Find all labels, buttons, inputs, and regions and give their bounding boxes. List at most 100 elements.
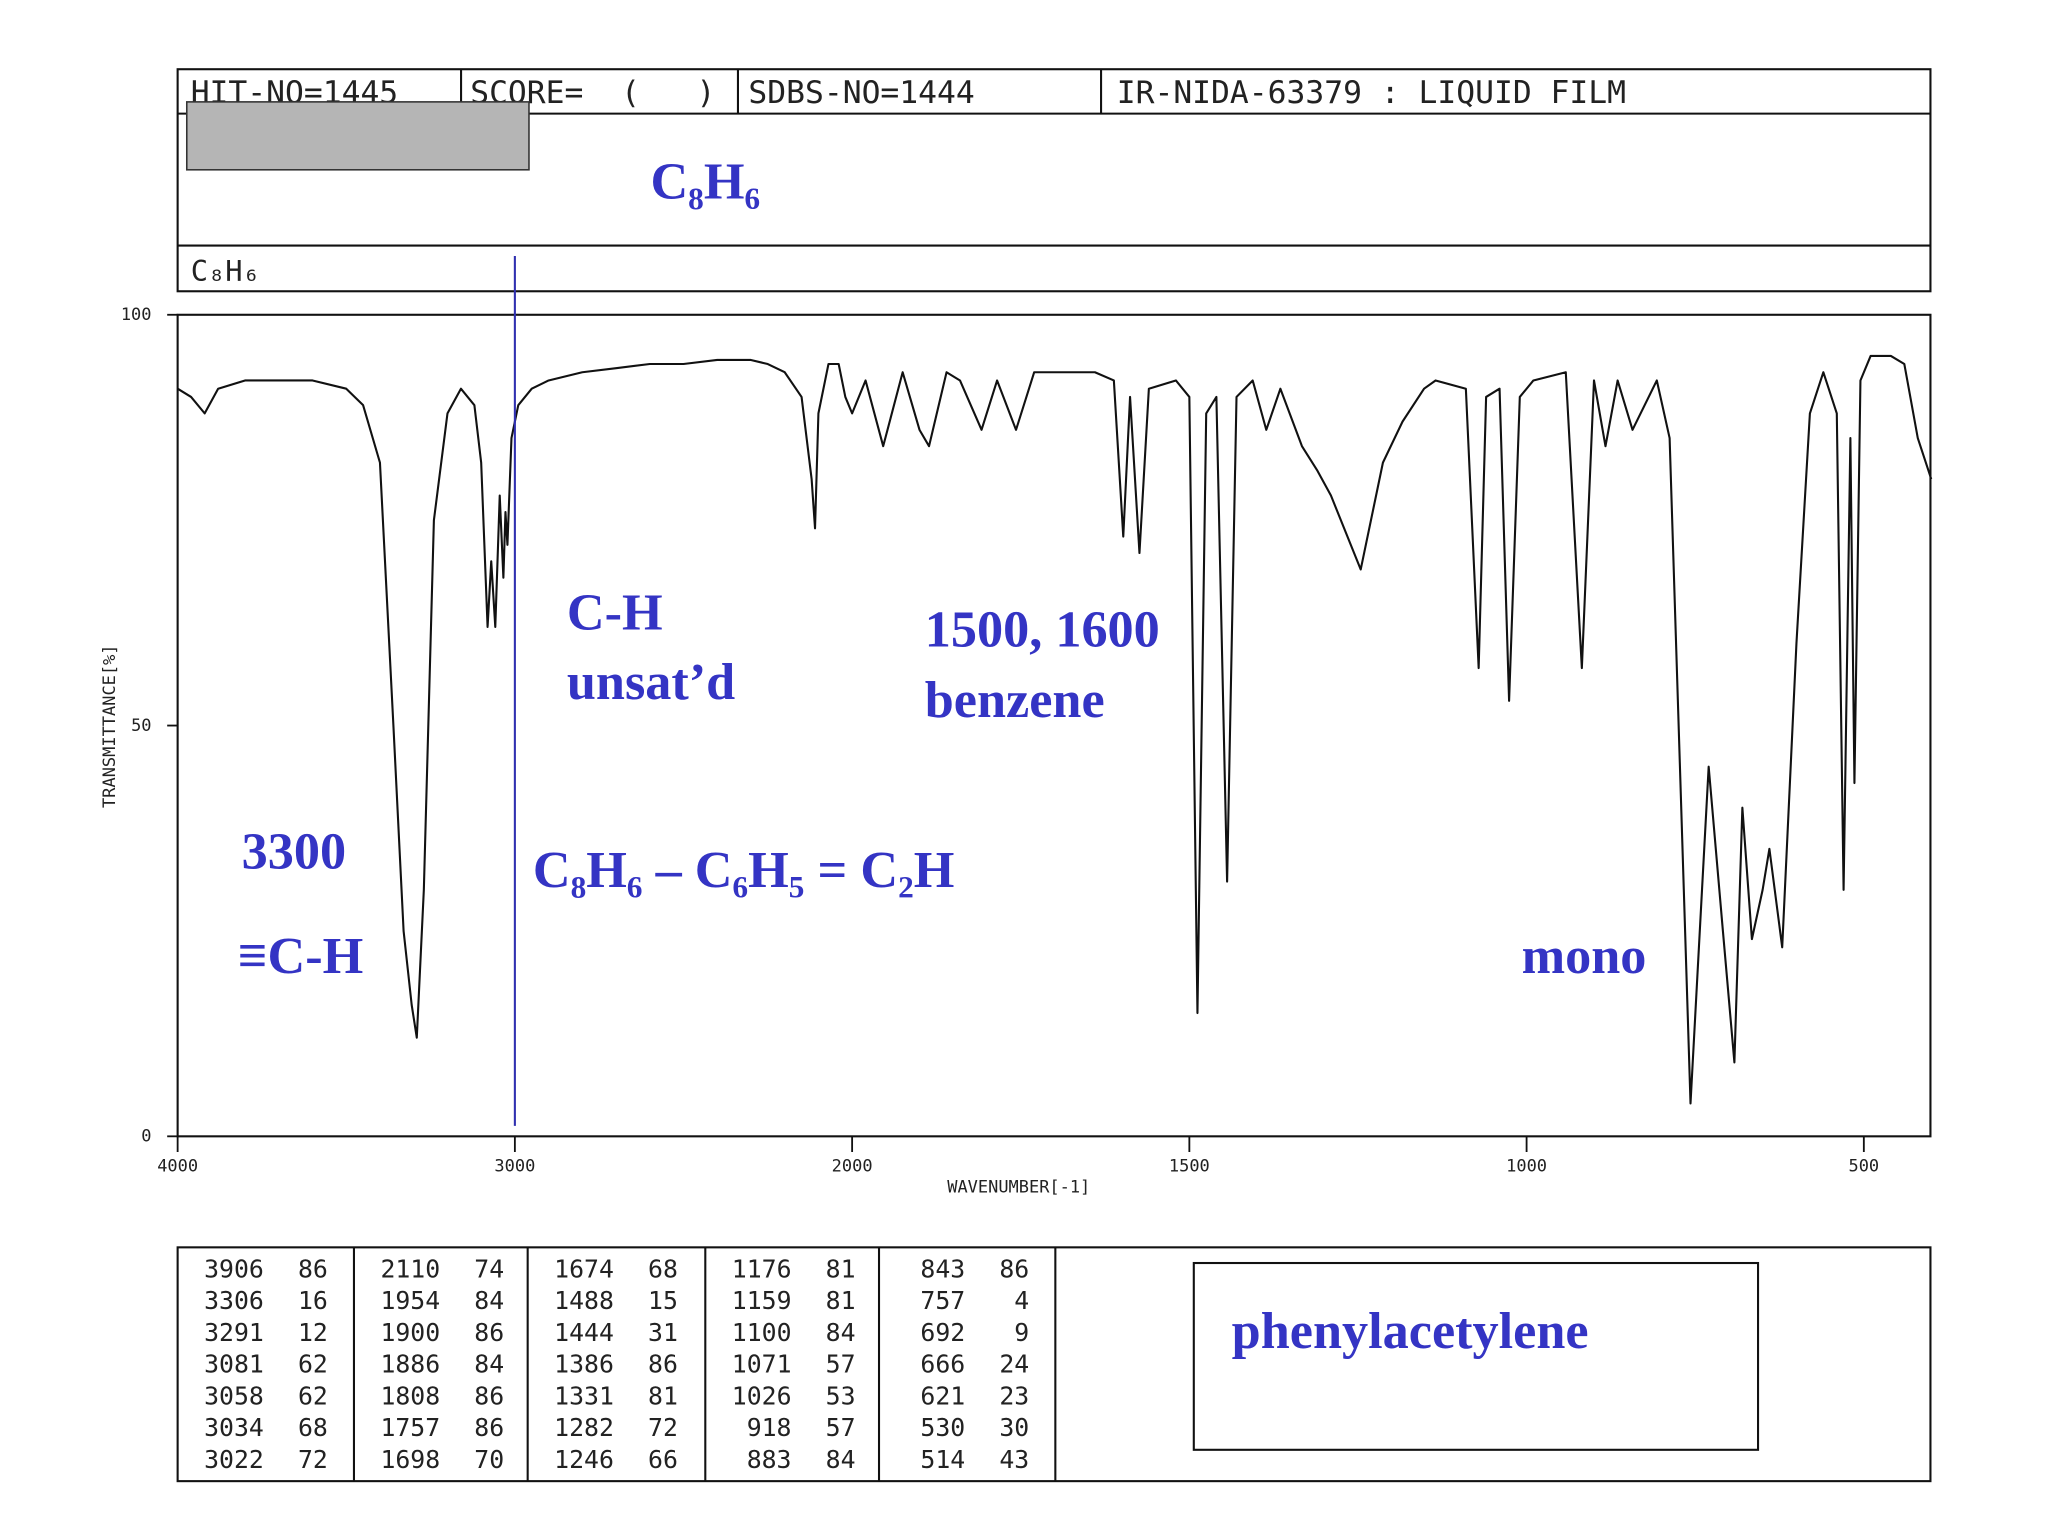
compound-name: phenylacetylene bbox=[1232, 1302, 1589, 1360]
peak-transmittance: 81 bbox=[826, 1254, 856, 1283]
annotation: C₈H₆ – C₆H₅ = C₂H bbox=[533, 841, 954, 899]
peak-transmittance: 4 bbox=[1014, 1286, 1029, 1315]
x-tick-label: 2000 bbox=[832, 1157, 873, 1177]
peak-transmittance: 43 bbox=[999, 1445, 1029, 1474]
peak-transmittance: 62 bbox=[298, 1381, 328, 1410]
peak-wavenumber: 3081 bbox=[204, 1350, 264, 1379]
peak-transmittance: 86 bbox=[298, 1254, 328, 1283]
peak-transmittance: 84 bbox=[826, 1445, 856, 1474]
y-tick-label: 100 bbox=[121, 305, 152, 325]
peak-wavenumber: 1331 bbox=[554, 1381, 614, 1410]
annotation: C-H bbox=[567, 584, 663, 642]
peak-transmittance: 16 bbox=[298, 1286, 328, 1315]
peak-transmittance: 86 bbox=[474, 1381, 504, 1410]
peak-wavenumber: 3058 bbox=[204, 1381, 264, 1410]
peak-wavenumber: 1900 bbox=[380, 1318, 440, 1347]
peak-transmittance: 72 bbox=[298, 1445, 328, 1474]
x-tick-label: 1500 bbox=[1169, 1157, 1210, 1177]
peak-transmittance: 66 bbox=[648, 1445, 678, 1474]
annotation: 1500, 1600 bbox=[925, 601, 1160, 659]
peak-transmittance: 70 bbox=[474, 1445, 504, 1474]
annotation: benzene bbox=[925, 671, 1105, 729]
x-tick-label: 3000 bbox=[494, 1157, 535, 1177]
peak-wavenumber: 3291 bbox=[204, 1318, 264, 1347]
peak-transmittance: 12 bbox=[298, 1318, 328, 1347]
peak-wavenumber: 1808 bbox=[380, 1381, 440, 1410]
peak-transmittance: 81 bbox=[648, 1381, 678, 1410]
peak-transmittance: 68 bbox=[298, 1413, 328, 1442]
peak-wavenumber: 1176 bbox=[732, 1254, 792, 1283]
peak-wavenumber: 918 bbox=[747, 1413, 792, 1442]
peak-wavenumber: 757 bbox=[920, 1286, 965, 1315]
peak-transmittance: 84 bbox=[474, 1350, 504, 1379]
peak-transmittance: 23 bbox=[999, 1381, 1029, 1410]
peak-wavenumber: 1886 bbox=[380, 1350, 440, 1379]
peak-wavenumber: 1954 bbox=[380, 1286, 440, 1315]
peak-transmittance: 81 bbox=[826, 1286, 856, 1315]
peak-transmittance: 84 bbox=[474, 1286, 504, 1315]
y-axis-label: TRANSMITTANCE[%] bbox=[100, 644, 120, 807]
peak-transmittance: 9 bbox=[1014, 1318, 1029, 1347]
x-tick-label: 4000 bbox=[157, 1157, 198, 1177]
peak-wavenumber: 1757 bbox=[380, 1413, 440, 1442]
spectrum-line bbox=[177, 354, 1933, 1105]
y-tick-label: 0 bbox=[141, 1127, 151, 1147]
method: IR-NIDA-63379 : LIQUID FILM bbox=[1117, 75, 1626, 111]
peak-transmittance: 62 bbox=[298, 1350, 328, 1379]
peak-wavenumber: 1026 bbox=[732, 1381, 792, 1410]
peak-transmittance: 86 bbox=[474, 1318, 504, 1347]
peak-wavenumber: 692 bbox=[920, 1318, 965, 1347]
formula-small: C₈H₆ bbox=[191, 254, 260, 288]
peak-wavenumber: 621 bbox=[920, 1381, 965, 1410]
formula-large: C₈H₆ bbox=[650, 153, 760, 211]
peak-wavenumber: 1386 bbox=[554, 1350, 614, 1379]
peak-wavenumber: 666 bbox=[920, 1350, 965, 1379]
peak-transmittance: 30 bbox=[999, 1413, 1029, 1442]
annotation: ≡C-H bbox=[238, 927, 364, 985]
redaction bbox=[185, 101, 530, 171]
peak-wavenumber: 1488 bbox=[554, 1286, 614, 1315]
peak-wavenumber: 3022 bbox=[204, 1445, 264, 1474]
x-tick-label: 500 bbox=[1849, 1157, 1880, 1177]
peak-wavenumber: 1698 bbox=[380, 1445, 440, 1474]
peak-wavenumber: 883 bbox=[747, 1445, 792, 1474]
peak-transmittance: 57 bbox=[826, 1350, 856, 1379]
peak-wavenumber: 2110 bbox=[380, 1254, 440, 1283]
annotation: 3300 bbox=[242, 823, 346, 881]
peak-wavenumber: 1674 bbox=[554, 1254, 614, 1283]
peak-transmittance: 84 bbox=[826, 1318, 856, 1347]
peak-transmittance: 86 bbox=[648, 1350, 678, 1379]
peak-transmittance: 53 bbox=[826, 1381, 856, 1410]
peak-transmittance: 68 bbox=[648, 1254, 678, 1283]
peak-wavenumber: 843 bbox=[920, 1254, 965, 1283]
annotation: mono bbox=[1522, 927, 1647, 985]
peak-wavenumber: 1100 bbox=[732, 1318, 792, 1347]
header-box bbox=[176, 68, 1932, 293]
peak-wavenumber: 3906 bbox=[204, 1254, 264, 1283]
x-axis-label: WAVENUMBER[-1] bbox=[947, 1177, 1090, 1197]
peak-transmittance: 86 bbox=[474, 1413, 504, 1442]
peak-wavenumber: 3034 bbox=[204, 1413, 264, 1442]
sdbs-no: SDBS-NO=1444 bbox=[748, 75, 974, 111]
peak-wavenumber: 530 bbox=[920, 1413, 965, 1442]
peak-wavenumber: 1071 bbox=[732, 1350, 792, 1379]
plot: 0 50 100 4000 3000 2000 1500 1000 500 bbox=[121, 255, 1933, 1177]
x-tick-label: 1000 bbox=[1506, 1157, 1547, 1177]
peak-wavenumber: 3306 bbox=[204, 1286, 264, 1315]
peak-table bbox=[176, 1246, 1932, 1483]
annotation: unsat’d bbox=[567, 653, 735, 711]
peak-wavenumber: 1444 bbox=[554, 1318, 614, 1347]
name-box bbox=[1192, 1261, 1760, 1451]
y-tick-label: 50 bbox=[131, 716, 151, 736]
peak-wavenumber: 514 bbox=[920, 1445, 965, 1474]
peak-transmittance: 24 bbox=[999, 1350, 1029, 1379]
peak-wavenumber: 1246 bbox=[554, 1445, 614, 1474]
peak-transmittance: 15 bbox=[648, 1286, 678, 1315]
peak-transmittance: 57 bbox=[826, 1413, 856, 1442]
peak-transmittance: 86 bbox=[999, 1254, 1029, 1283]
peak-wavenumber: 1159 bbox=[732, 1286, 792, 1315]
peak-transmittance: 31 bbox=[648, 1318, 678, 1347]
